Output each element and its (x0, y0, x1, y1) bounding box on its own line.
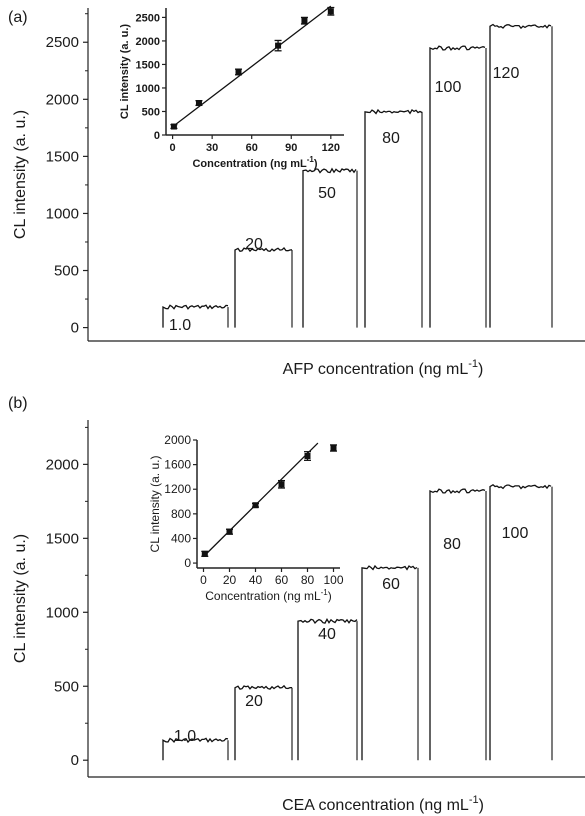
inset-x-tick-label: 30 (206, 142, 218, 154)
step-trace (162, 304, 229, 328)
inset-fit-line (203, 442, 319, 558)
y-tick-label: 1500 (46, 530, 79, 547)
step-label: 80 (382, 130, 400, 147)
x-axis-label: CEA concentration (ng mL-1) (282, 794, 484, 814)
step-trace (302, 167, 357, 328)
inset-y-tick-label: 2500 (136, 12, 160, 24)
step-label: 1.0 (174, 728, 196, 745)
inset-y-label: CL intensity (a. u.) (148, 456, 162, 553)
inset-y-tick-label: 1500 (136, 59, 160, 71)
inset-y-tick-label: 2000 (136, 36, 160, 48)
panel-label: (b) (8, 395, 28, 412)
y-tick-label: 2000 (46, 456, 79, 473)
inset-chart: 0 500 1000 1500 2000 2500 0 30 60 90 120 CL intensi… (119, 5, 344, 170)
y-tick-label: 500 (54, 678, 79, 695)
inset-point (304, 453, 311, 459)
inset-y-tick-label: 800 (171, 507, 191, 521)
inset-point (301, 17, 308, 24)
inset-point (235, 68, 242, 75)
inset-x-tick-label: 100 (323, 573, 343, 587)
inset-y-tick-label: 1600 (164, 458, 191, 472)
inset-point (201, 550, 208, 557)
inset-fit-line (172, 5, 332, 128)
step-label: 100 (502, 525, 529, 542)
y-tick-label: 2500 (46, 34, 79, 51)
step-trace (361, 564, 418, 761)
inset-y-tick-label: 500 (142, 106, 160, 118)
step-label: 60 (382, 576, 400, 593)
inset-y-tick-label: 1000 (136, 83, 160, 95)
inset-point (195, 100, 202, 107)
y-axis-label: CL intensity (a. u.) (12, 110, 29, 239)
step-trace (162, 737, 229, 761)
inset-x-tick-label: 120 (322, 142, 340, 154)
step-label: 20 (245, 693, 263, 710)
y-axis-label: CL intensity (a. u.) (12, 534, 29, 663)
inset-point (170, 123, 177, 130)
step-trace (234, 684, 293, 761)
step-trace (429, 45, 486, 328)
inset-x-tick-label: 20 (223, 573, 237, 587)
y-tick-label: 2000 (46, 91, 79, 108)
step-trace (489, 23, 552, 328)
y-tick-label: 500 (54, 263, 79, 280)
step-label: 20 (245, 236, 263, 253)
inset-y-tick-label: 0 (184, 556, 191, 570)
step-label: 120 (493, 65, 520, 82)
step-trace (234, 247, 293, 328)
y-tick-label: 1000 (46, 205, 79, 222)
y-tick-label: 0 (71, 320, 79, 337)
inset-x-label: Concentration (ng mL-1) (192, 155, 317, 170)
step-label: 40 (318, 626, 336, 643)
step-trace (297, 617, 358, 761)
inset-x-tick-label: 0 (200, 573, 207, 587)
inset-x-tick-label: 90 (285, 142, 297, 154)
inset-x-label: Concentration (ng mL-1) (205, 588, 332, 603)
inset-x-tick-label: 0 (170, 142, 176, 154)
step-label: 1.0 (169, 317, 191, 334)
inset-chart: 0 400 800 1200 1600 2000 0 20 40 60 80 100 CL intens… (148, 433, 344, 603)
inset-x-tick-label: 80 (301, 573, 315, 587)
inset-x-tick-label: 40 (249, 573, 263, 587)
inset-x-tick-label: 60 (246, 142, 258, 154)
inset-point (226, 528, 233, 535)
inset-x-tick-label: 60 (275, 573, 289, 587)
step-trace (364, 108, 423, 328)
x-axis-label: AFP concentration (ng mL-1) (283, 358, 484, 378)
y-tick-label: 1000 (46, 604, 79, 621)
y-tick-label: 0 (71, 752, 79, 769)
inset-y-label: CL intensity (a. u.) (119, 24, 131, 119)
step-trace (489, 484, 552, 761)
inset-point (327, 8, 334, 15)
y-tick-label: 1500 (46, 148, 79, 165)
inset-y-tick-label: 400 (171, 531, 191, 545)
step-trace (429, 488, 486, 761)
inset-point (330, 445, 337, 451)
inset-y-tick-label: 1200 (164, 482, 191, 496)
step-label: 100 (435, 79, 462, 96)
inset-point (278, 481, 285, 488)
panel-label: (a) (8, 9, 28, 26)
step-label: 80 (443, 536, 461, 553)
inset-y-tick-label: 2000 (164, 433, 191, 447)
inset-point (275, 42, 282, 49)
inset-y-tick-label: 0 (154, 130, 160, 142)
step-label: 50 (318, 185, 336, 202)
inset-point (252, 502, 259, 509)
